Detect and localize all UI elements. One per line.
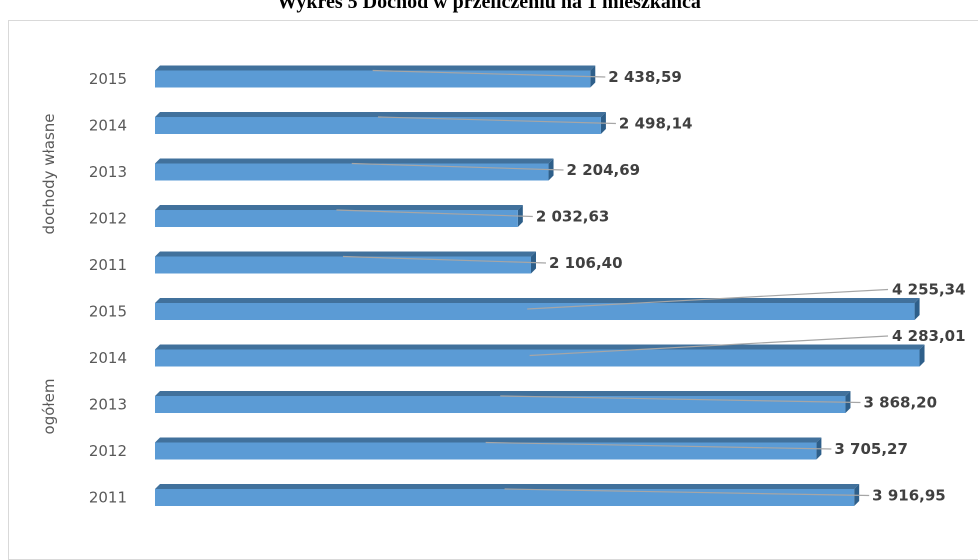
category-tick-label: 2011 (89, 489, 127, 507)
category-tick-label: 2013 (89, 396, 127, 414)
leader-line (504, 488, 870, 497)
data-label: 2 032,63 (536, 208, 610, 226)
leader-line (372, 69, 606, 78)
bar-top-face (155, 158, 554, 164)
bar-dochody-własne-2012 (155, 210, 518, 227)
bar-top-face (155, 205, 523, 210)
bar-dochody-własne-2011 (155, 256, 531, 274)
bar-ogółem-2013 (155, 396, 846, 413)
leader-line (527, 288, 889, 310)
data-label: 3 916,95 (872, 487, 946, 505)
data-label: 2 204,69 (567, 161, 641, 179)
data-label: 4 255,34 (892, 281, 966, 299)
bar-side-face (919, 344, 925, 367)
leader-line (336, 209, 533, 218)
group-axis-label: dochody własne (40, 113, 58, 234)
bar-ogółem-2011 (155, 489, 855, 506)
category-tick-label: 2015 (89, 70, 127, 88)
chart-title: Wykres 5 Dochód w przeliczeniu na 1 mies… (277, 0, 701, 13)
category-tick-label: 2013 (89, 163, 127, 181)
leader-line (529, 335, 889, 357)
category-tick-label: 2012 (89, 210, 127, 228)
group-axis-label: ogółem (40, 379, 58, 435)
leader-line (485, 441, 832, 450)
bar-top-face (155, 391, 851, 396)
bar-top-face (155, 65, 596, 71)
data-label: 2 106,40 (549, 254, 623, 272)
leader-line (342, 255, 547, 264)
bar-top-face (155, 112, 606, 117)
bar-ogółem-2014 (155, 349, 920, 367)
category-tick-label: 2015 (89, 303, 127, 321)
bar-ogółem-2015 (155, 303, 915, 320)
bar-side-face (914, 298, 920, 320)
bar-dochody-własne-2013 (155, 163, 549, 181)
bar-top-face (155, 437, 822, 443)
bar-top-face (155, 484, 860, 489)
bar-dochody-własne-2015 (155, 70, 591, 88)
data-label: 4 283,01 (892, 327, 966, 345)
data-label: 2 498,14 (619, 115, 693, 133)
bar-top-face (155, 251, 536, 257)
leader-line (500, 395, 861, 404)
bar-ogółem-2012 (155, 442, 817, 460)
category-tick-label: 2014 (89, 117, 127, 135)
leader-line (351, 162, 564, 171)
data-label: 3 705,27 (834, 440, 908, 458)
bar-top-face (155, 298, 920, 303)
category-tick-label: 2011 (89, 256, 127, 274)
category-tick-label: 2012 (89, 442, 127, 460)
category-tick-label: 2014 (89, 349, 127, 367)
bar-top-face (155, 344, 925, 350)
leader-line (377, 116, 616, 125)
data-label: 3 868,20 (863, 394, 937, 412)
bar-dochody-własne-2014 (155, 117, 601, 134)
data-label: 2 438,59 (608, 68, 682, 86)
